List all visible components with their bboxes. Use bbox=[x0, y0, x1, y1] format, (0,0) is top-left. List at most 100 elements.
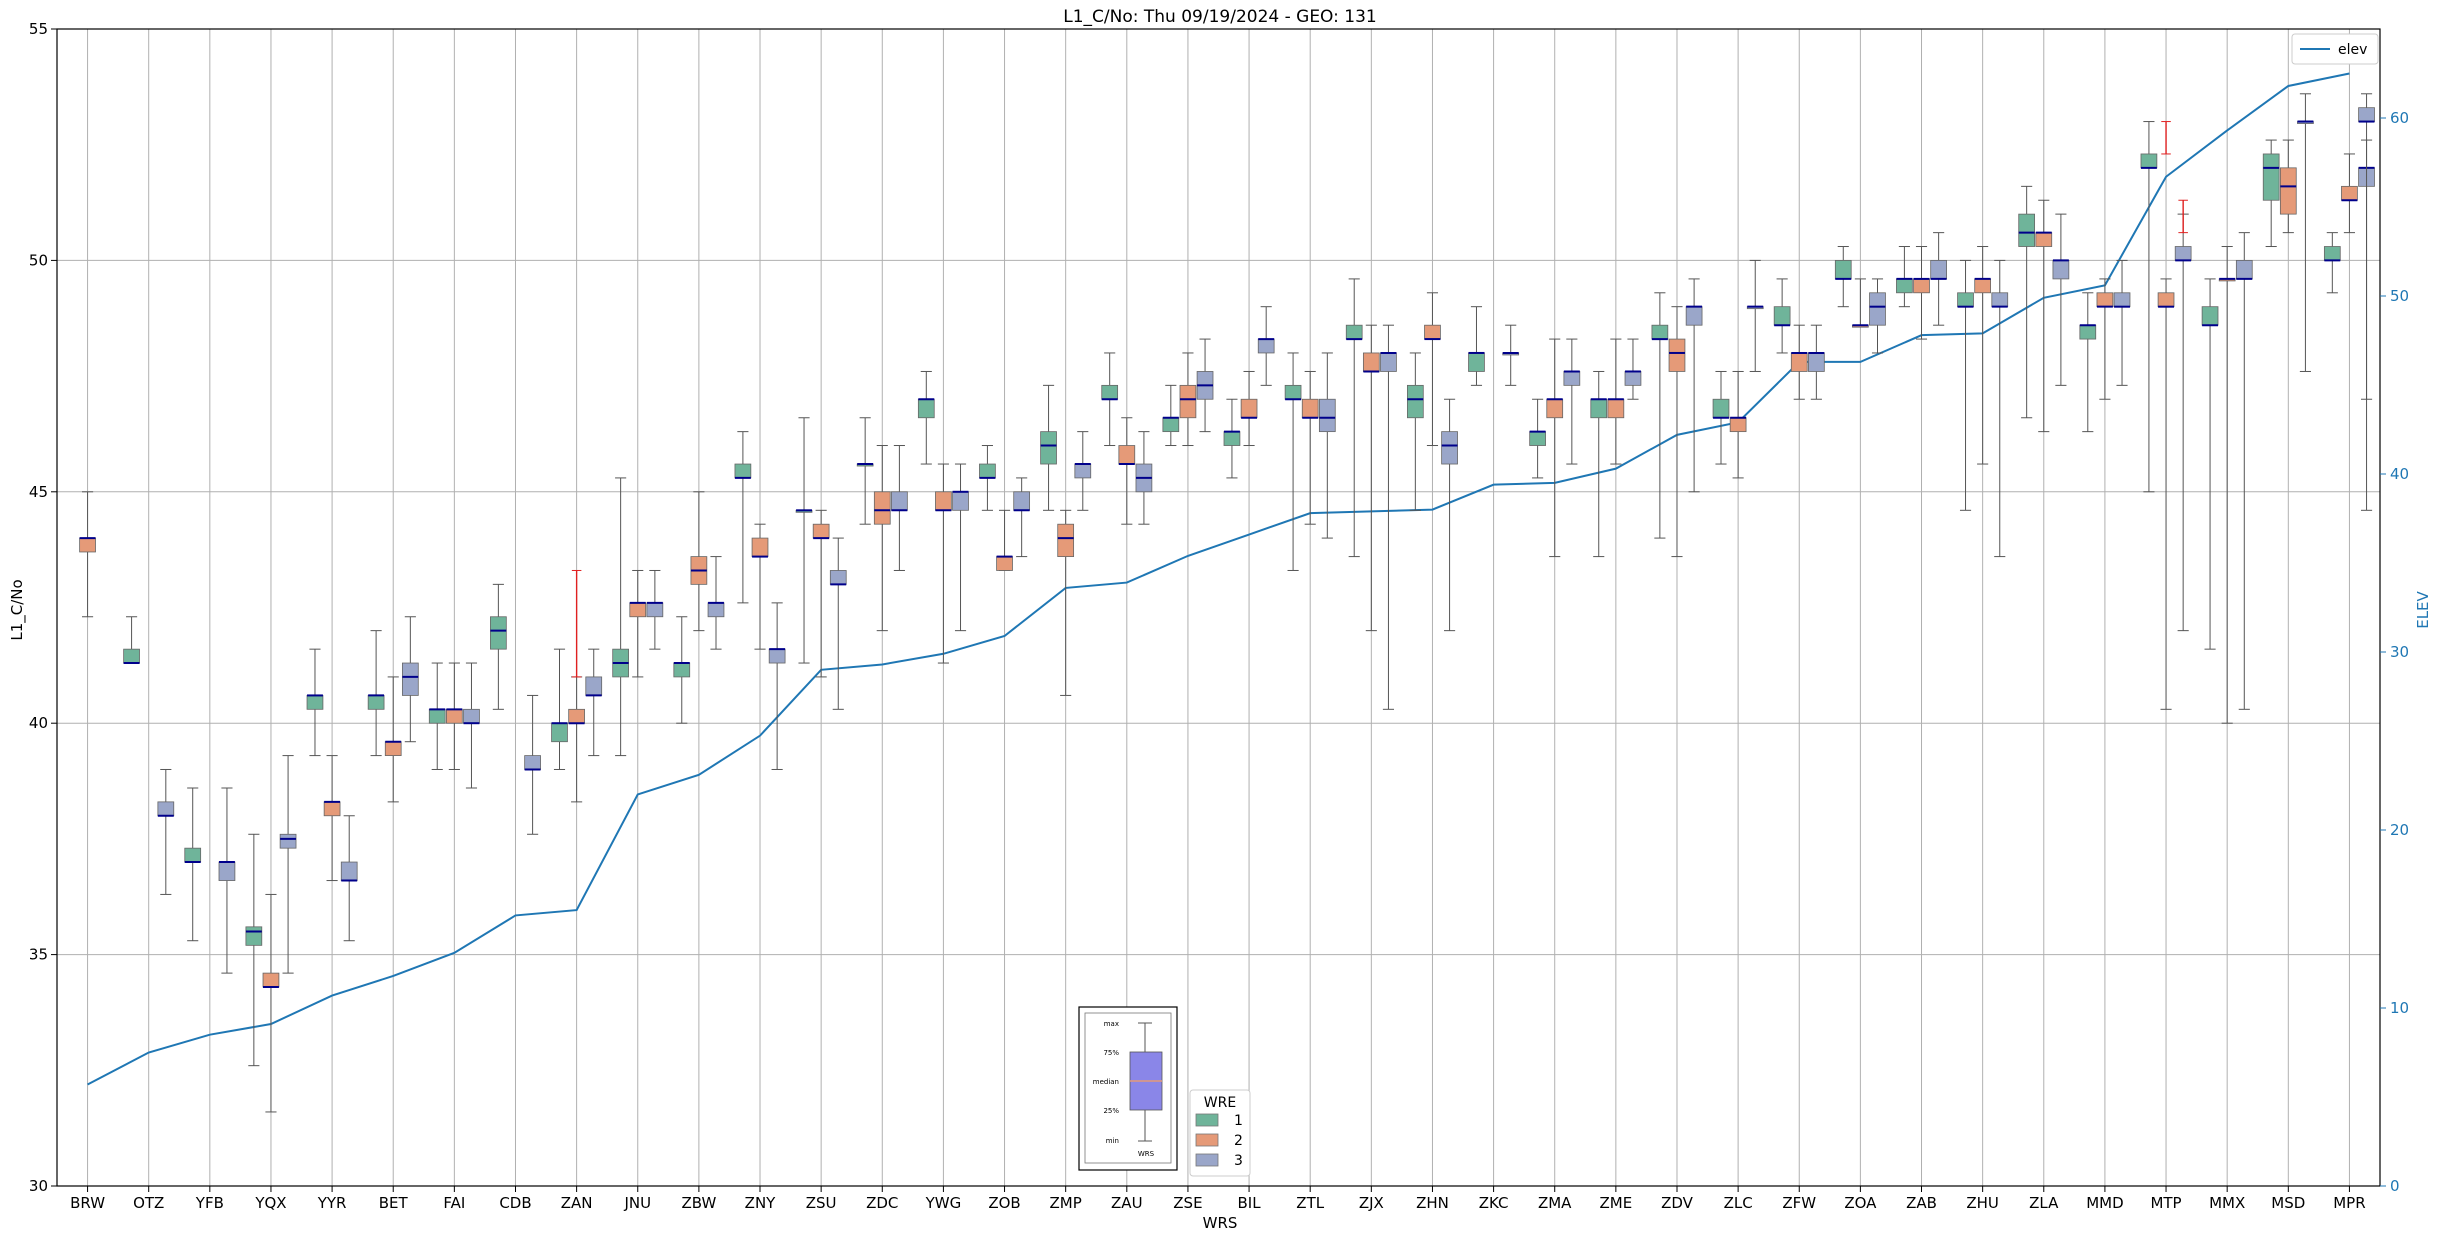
box-body bbox=[646, 602, 664, 618]
box-msd-wre1 bbox=[2262, 139, 2280, 248]
box-zma-wre2 bbox=[1546, 338, 1564, 558]
box-zan-wre3 bbox=[585, 648, 603, 757]
box-body bbox=[490, 616, 507, 650]
box-body bbox=[218, 861, 236, 881]
wre-legend-title: WRE bbox=[1204, 1095, 1236, 1111]
box-body bbox=[812, 523, 830, 539]
box-bil-wre3 bbox=[1257, 306, 1275, 386]
x-tick-label-ztl: ZTL bbox=[1296, 1194, 1324, 1212]
box-jnu-wre1 bbox=[612, 477, 629, 757]
box-layer bbox=[79, 93, 2375, 1113]
y2-tick-label: 0 bbox=[2390, 1177, 2400, 1195]
box-zla-wre1 bbox=[2018, 185, 2036, 419]
box-body bbox=[384, 741, 402, 756]
box-body bbox=[340, 861, 358, 881]
box-zhn-wre2 bbox=[1424, 292, 1441, 447]
key-xlabel: WRS bbox=[1138, 1150, 1155, 1158]
box-zny-wre2 bbox=[751, 523, 769, 650]
box-zjx-wre3 bbox=[1380, 324, 1397, 710]
box-zfw-wre1 bbox=[1773, 278, 1791, 354]
box-body bbox=[184, 847, 202, 863]
box-body bbox=[996, 556, 1013, 571]
box-yqx-wre3 bbox=[279, 755, 297, 974]
box-zoa-wre1 bbox=[1834, 246, 1852, 308]
box-bet-wre2 bbox=[384, 676, 402, 803]
box-zlc-wre3 bbox=[1746, 259, 1764, 372]
box-body bbox=[1179, 384, 1197, 419]
box-body bbox=[1424, 324, 1441, 340]
box-zdv-wre2 bbox=[1668, 306, 1686, 558]
box-bil-wre1 bbox=[1223, 398, 1241, 479]
box-mpr-wre2 bbox=[2341, 153, 2358, 234]
box-otz-wre3 bbox=[157, 768, 175, 895]
y-tick-label: 35 bbox=[29, 946, 48, 964]
box-body bbox=[1057, 523, 1075, 557]
box-body bbox=[1685, 306, 1703, 326]
box-body bbox=[979, 463, 996, 479]
box-body bbox=[2157, 292, 2175, 308]
box-body bbox=[1930, 259, 1947, 280]
box-zmp-wre2 bbox=[1057, 509, 1075, 696]
box-zse-wre1 bbox=[1162, 384, 1180, 447]
box-body bbox=[1974, 278, 1991, 294]
box-bet-wre3 bbox=[401, 616, 419, 743]
box-body bbox=[1162, 417, 1180, 433]
box-body bbox=[1318, 398, 1336, 433]
red-whisker-mtp bbox=[2161, 121, 2171, 155]
x-tick-label-zdc: ZDC bbox=[866, 1194, 898, 1212]
box-jnu-wre2 bbox=[629, 569, 647, 678]
y2-tick-label: 30 bbox=[2390, 643, 2409, 661]
box-zsu-wre3 bbox=[829, 537, 847, 710]
box-brw-wre2 bbox=[79, 491, 96, 618]
box-zny-wre1 bbox=[734, 431, 752, 604]
box-zla-wre2 bbox=[2035, 199, 2053, 433]
x-axis-label: WRS bbox=[1203, 1214, 1238, 1232]
box-body bbox=[1773, 306, 1791, 326]
box-body bbox=[1808, 352, 1825, 372]
box-body bbox=[2113, 292, 2131, 308]
box-ywg-wre1 bbox=[917, 370, 935, 465]
key-label-75: 75% bbox=[1103, 1049, 1119, 1057]
box-body bbox=[629, 602, 647, 618]
elev-legend-label: elev bbox=[2338, 42, 2367, 58]
box-body bbox=[245, 926, 263, 946]
box-body bbox=[2174, 246, 2192, 261]
box-yqx-wre2 bbox=[262, 893, 280, 1113]
x-tick-label-zmp: ZMP bbox=[1050, 1194, 1082, 1212]
box-mpr-wre3 bbox=[2358, 93, 2375, 400]
y2-tick-label: 40 bbox=[2390, 465, 2409, 483]
box-zau-wre2 bbox=[1118, 417, 1136, 525]
x-tick-label-cdb: CDB bbox=[499, 1194, 531, 1212]
key-label-median: median bbox=[1093, 1078, 1119, 1086]
box-zan-wre1 bbox=[551, 648, 568, 770]
box-body bbox=[1074, 463, 1092, 479]
box-zfw-wre3 bbox=[1808, 324, 1825, 400]
box-mmx-wre2 bbox=[2218, 246, 2236, 724]
grid-layer bbox=[57, 28, 2380, 1187]
box-body bbox=[1101, 384, 1119, 400]
box-body bbox=[446, 708, 463, 724]
box-body bbox=[551, 722, 568, 743]
key-label-25: 25% bbox=[1103, 1107, 1119, 1115]
box-body bbox=[2323, 246, 2341, 261]
box-body bbox=[1406, 384, 1424, 419]
box-yqx-wre1 bbox=[245, 833, 263, 1067]
box-body bbox=[306, 695, 324, 710]
box-body bbox=[707, 602, 725, 618]
axes-layer: 30 35 40 45 50 55 0 10 20 30 40 50 60 BRW OTZ YFB YQX YYR… bbox=[29, 20, 2409, 1212]
box-zla-wre3 bbox=[2052, 213, 2070, 386]
box-zab-wre3 bbox=[1930, 232, 1947, 326]
box-body bbox=[768, 648, 786, 664]
box-zdv-wre1 bbox=[1651, 292, 1669, 539]
y-tick-label: 45 bbox=[29, 483, 48, 501]
elev-line bbox=[87, 72, 2350, 1086]
box-body bbox=[1651, 324, 1669, 340]
box-zoa-wre3 bbox=[1869, 278, 1886, 354]
box-body bbox=[1624, 371, 1642, 386]
box-zma-wre3 bbox=[1563, 338, 1581, 465]
elev-layer bbox=[87, 72, 2350, 1086]
box-body bbox=[1790, 352, 1808, 372]
box-body bbox=[1607, 398, 1625, 419]
box-zau-wre1 bbox=[1101, 352, 1119, 447]
red-whisker-zan bbox=[571, 569, 582, 678]
